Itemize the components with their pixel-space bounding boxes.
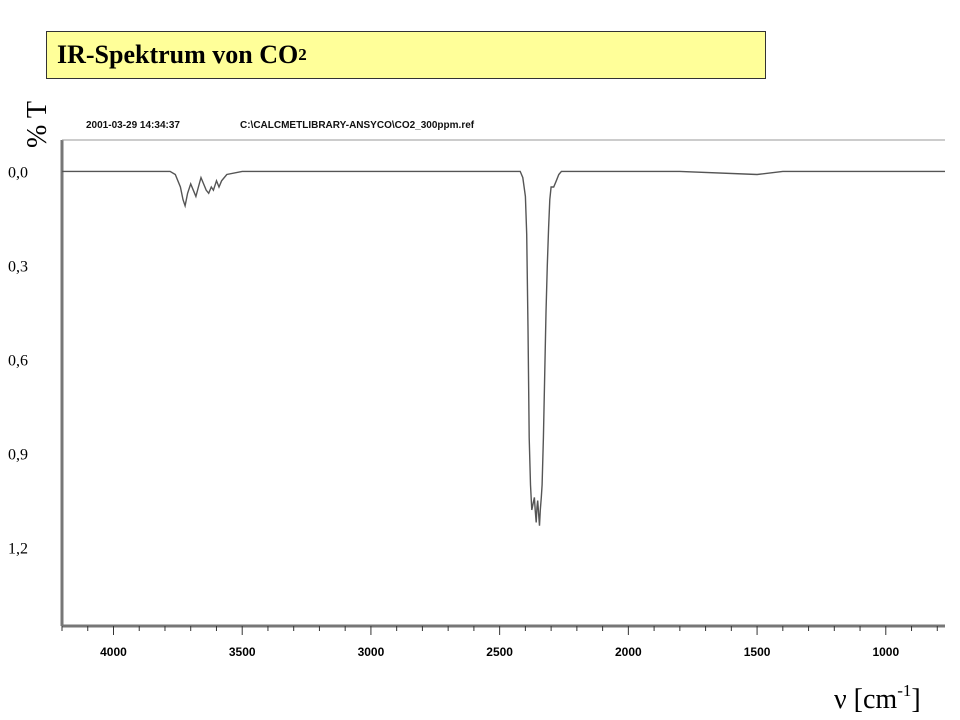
- header-file: C:\CALCMETLIBRARY-ANSYCO\CO2_300ppm.ref: [240, 120, 475, 131]
- x-tick-label: 4000: [100, 645, 127, 659]
- chart-title-subscript: 2: [298, 45, 307, 64]
- x-tick-label: 2500: [486, 645, 513, 659]
- y-tick-label: 0,3: [8, 258, 28, 275]
- x-axis-title-superscript: -1: [897, 681, 912, 700]
- chart-title: IR-Spektrum von CO 2: [46, 31, 766, 79]
- x-tick-label: 3000: [358, 645, 385, 659]
- x-axis-title-close: ]: [911, 684, 921, 715]
- x-tick-label: 3500: [229, 645, 256, 659]
- x-axis-title-text: ν [cm: [834, 684, 898, 715]
- y-tick-label: 0,6: [8, 352, 28, 369]
- axes: [60, 139, 945, 628]
- spectrum-line: [62, 170, 945, 526]
- x-tick-label: 1000: [872, 645, 899, 659]
- y-tick-label: 1,2: [8, 541, 28, 558]
- x-ticks: 4000 3500 3000 2500 2000 1500 1000: [61, 626, 938, 659]
- y-tick-label: 0,0: [8, 164, 28, 181]
- y-tick-label: 0,9: [8, 447, 28, 464]
- x-axis-title: ν [cm-1]: [834, 681, 921, 716]
- y-ticks: 0,0 0,3 0,6 0,9 1,2: [8, 164, 28, 557]
- header-timestamp: 2001-03-29 14:34:37: [86, 120, 180, 131]
- x-tick-label: 2000: [615, 645, 642, 659]
- x-tick-label: 1500: [744, 645, 771, 659]
- chart-title-text: IR-Spektrum von CO: [57, 40, 299, 69]
